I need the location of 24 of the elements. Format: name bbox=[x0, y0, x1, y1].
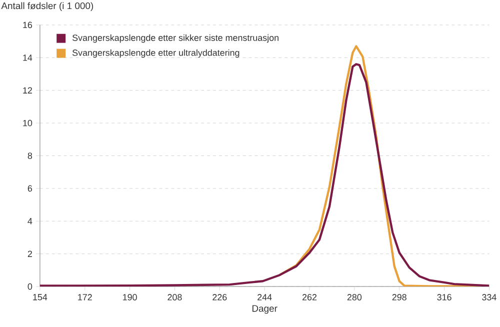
y-tick-label: 10 bbox=[23, 120, 32, 126]
x-axis-title: Dager bbox=[252, 304, 278, 314]
y-tick-label: 0 bbox=[28, 283, 32, 290]
x-tick-label: 190 bbox=[123, 294, 137, 300]
legend-label: Svangerskapslengde etter sikker siste menstruasjon bbox=[72, 34, 278, 42]
legend-label: Svangerskapslengde etter ultralyddatering bbox=[72, 49, 240, 58]
y-tick-label: 16 bbox=[23, 22, 32, 28]
x-tick-label: 154 bbox=[33, 294, 48, 300]
x-tick-label: 244 bbox=[258, 294, 272, 300]
y-tick-label: 14 bbox=[23, 54, 32, 60]
x-tick-label: 208 bbox=[168, 294, 182, 300]
y-axis-title: Antall fødsler (i 1 000) bbox=[1, 2, 94, 11]
y-tick-label: 8 bbox=[28, 152, 32, 159]
x-tick-label: 334 bbox=[482, 294, 496, 300]
x-tick-label: 298 bbox=[392, 294, 406, 300]
x-tick-label: 280 bbox=[347, 294, 362, 300]
y-tick-label: 6 bbox=[28, 185, 32, 192]
y-tick-label: 4 bbox=[28, 218, 32, 224]
x-tick-label: 316 bbox=[437, 294, 452, 300]
y-tick-label: 12 bbox=[23, 86, 32, 94]
x-tick-label: 172 bbox=[78, 294, 92, 300]
y-tick-label: 2 bbox=[28, 250, 32, 257]
x-tick-label: 262 bbox=[302, 294, 317, 300]
x-tick-label: 226 bbox=[212, 294, 227, 300]
